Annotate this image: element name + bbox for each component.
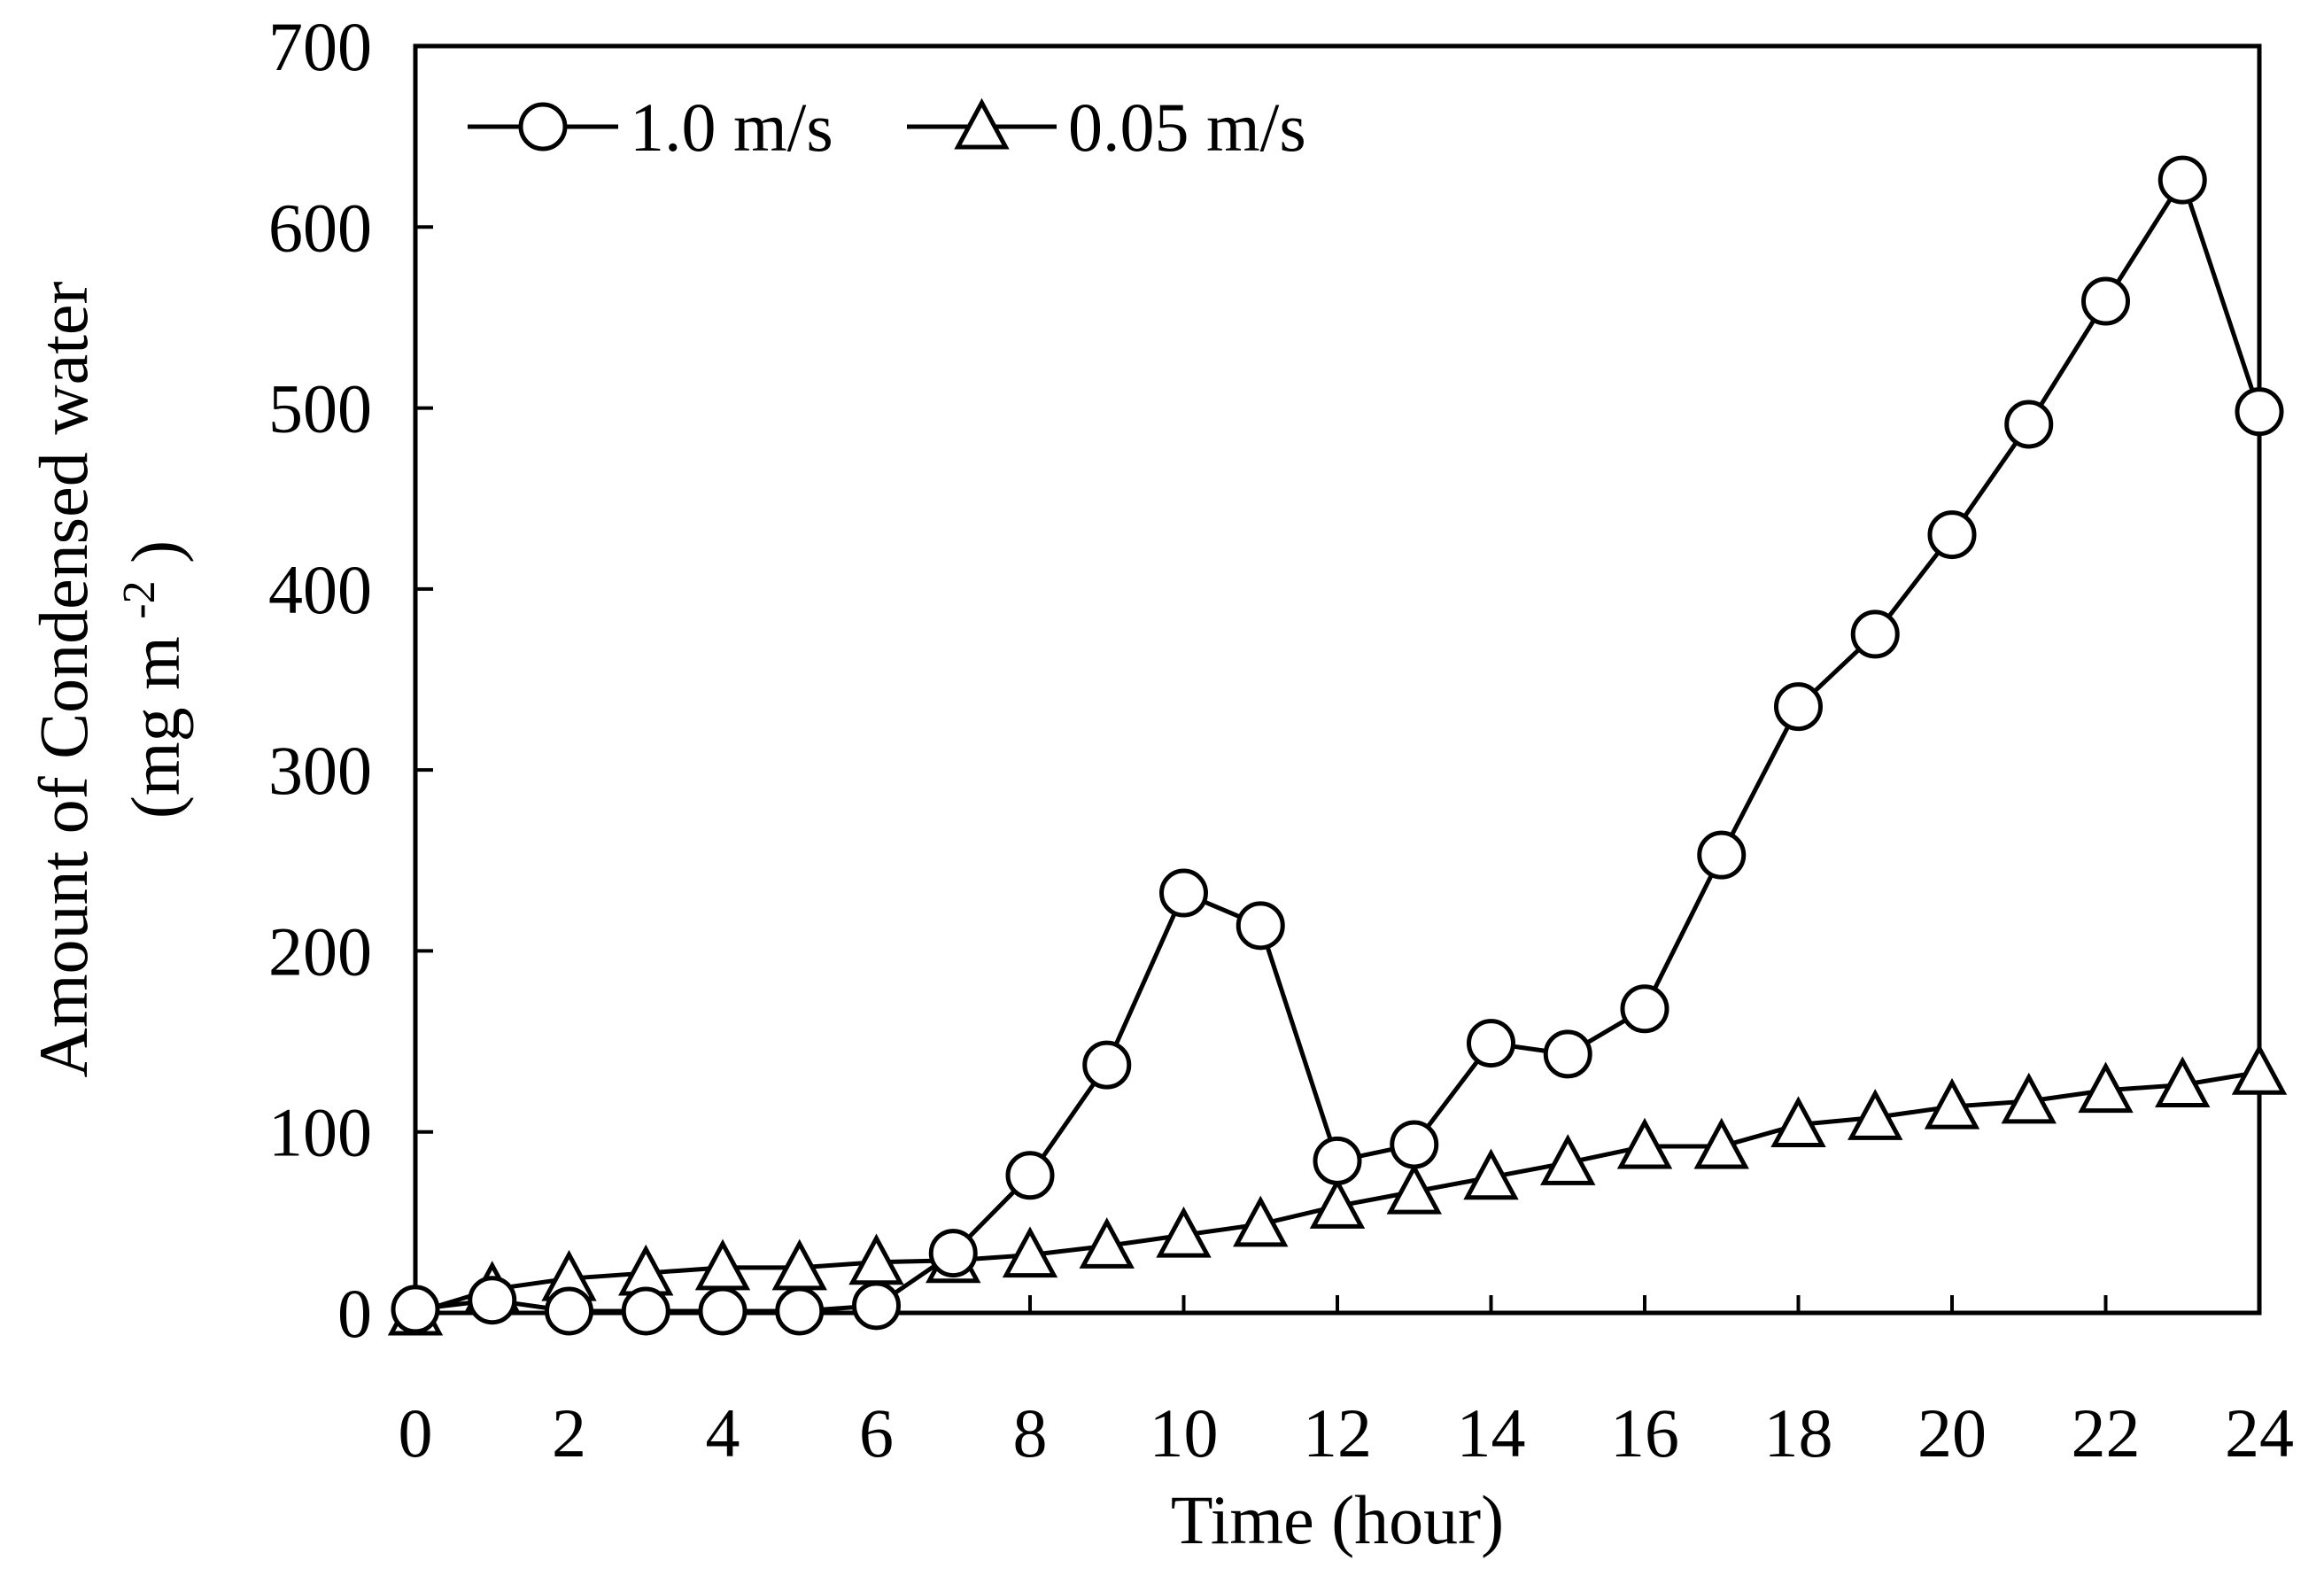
x-tick-label: 22 [2072, 1394, 2141, 1471]
data-point-triangle [1002, 1226, 1058, 1278]
y-tick-label: 100 [268, 1094, 372, 1171]
data-point-triangle [1079, 1217, 1135, 1269]
data-point-triangle [1848, 1089, 1903, 1140]
data-point-circle [621, 1286, 670, 1336]
data-point-triangle [1924, 1077, 1980, 1130]
x-tick-label: 20 [1917, 1394, 1987, 1471]
legend: 1.0 m/s 0.05 m/s [468, 89, 1306, 166]
x-axis-ticks: 0 2 4 6 8 10 12 14 16 18 20 22 24 [399, 1295, 2294, 1471]
x-tick-label: 18 [1764, 1394, 1833, 1471]
y-tick-label: 500 [268, 370, 372, 447]
data-point-triangle [1463, 1148, 1519, 1200]
data-point-triangle [1156, 1206, 1212, 1258]
data-point-circle [1774, 682, 1823, 732]
x-tick-label: 0 [399, 1394, 433, 1471]
series-circle [391, 155, 2284, 1336]
data-point-circle [468, 1276, 517, 1325]
data-point-triangle [1309, 1177, 1366, 1229]
data-point-triangle [1693, 1117, 1749, 1169]
data-point-triangle [1616, 1117, 1673, 1169]
data-point-circle [2157, 155, 2207, 205]
x-axis-title: Time (hour) [1171, 1481, 1504, 1558]
x-tick-label: 14 [1457, 1394, 1526, 1471]
x-tick-label: 4 [706, 1394, 740, 1471]
data-point-circle [391, 1285, 440, 1334]
y-axis-unit-close: ) [117, 540, 194, 563]
plot-frame [413, 43, 2262, 1316]
data-point-circle [1236, 901, 1285, 951]
x-tick-label: 16 [1610, 1394, 1679, 1471]
data-point-circle [1390, 1120, 1439, 1169]
data-point-circle [1850, 609, 1900, 659]
x-tick-label: 12 [1303, 1394, 1372, 1471]
y-tick-label: 300 [268, 732, 372, 809]
x-tick-label: 10 [1150, 1394, 1219, 1471]
data-point-circle [1467, 1019, 1515, 1068]
legend-label: 1.0 m/s [630, 89, 833, 166]
y-tick-label: 200 [268, 912, 372, 990]
y-tick-label: 0 [337, 1275, 372, 1352]
y-tick-label: 700 [268, 8, 372, 85]
data-point-triangle [2231, 1044, 2288, 1095]
data-point-triangle [2078, 1061, 2134, 1114]
data-point-circle [2235, 387, 2284, 437]
legend-entry: 1.0 m/s [468, 89, 833, 166]
x-tick-label: 6 [859, 1394, 894, 1471]
data-point-circle [2004, 400, 2054, 449]
data-point-circle [698, 1286, 748, 1336]
data-point-circle [775, 1286, 825, 1336]
y-tick-label: 400 [268, 551, 372, 628]
data-point-triangle [2155, 1056, 2211, 1108]
data-point-circle [1082, 1040, 1132, 1090]
x-tick-label: 8 [1013, 1394, 1048, 1471]
data-point-circle [1620, 984, 1669, 1034]
y-axis-unit-superscript: -2 [114, 580, 165, 618]
data-point-circle [1543, 1029, 1592, 1079]
data-point-circle [1159, 868, 1208, 918]
series-layer [387, 155, 2288, 1336]
x-tick-label: 24 [2225, 1394, 2294, 1471]
y-axis-unit-main: (mg m [117, 636, 194, 819]
data-point-triangle [1233, 1195, 1289, 1247]
data-point-triangle [2001, 1072, 2057, 1124]
data-point-circle [1697, 830, 1747, 880]
legend-marker-triangle [954, 97, 1010, 150]
data-point-circle [928, 1229, 978, 1278]
legend-label: 0.05 m/s [1068, 89, 1306, 166]
legend-entry: 0.05 m/s [907, 89, 1306, 166]
data-point-circle [1005, 1151, 1055, 1200]
y-axis-ticks: 0 100 200 300 400 500 600 700 [268, 8, 433, 1352]
data-point-circle [545, 1286, 593, 1336]
data-point-circle [852, 1281, 901, 1331]
y-axis-title-line1: Amount of Condensed water [25, 281, 102, 1077]
data-point-circle [1927, 510, 1977, 560]
data-point-circle [2081, 276, 2130, 326]
y-tick-label: 600 [268, 189, 372, 266]
y-axis-title-line2: (mg m -2 ) [92, 540, 194, 819]
data-point-triangle [1386, 1162, 1442, 1215]
data-point-triangle [1540, 1134, 1596, 1185]
data-point-triangle [1770, 1096, 1826, 1147]
legend-marker-circle [518, 102, 568, 151]
data-point-circle [1313, 1136, 1362, 1185]
x-tick-label: 2 [552, 1394, 586, 1471]
